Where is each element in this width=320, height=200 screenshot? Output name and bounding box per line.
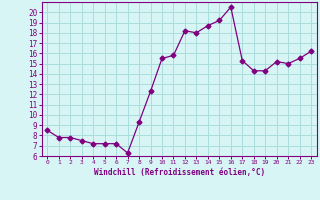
X-axis label: Windchill (Refroidissement éolien,°C): Windchill (Refroidissement éolien,°C) [94,168,265,177]
